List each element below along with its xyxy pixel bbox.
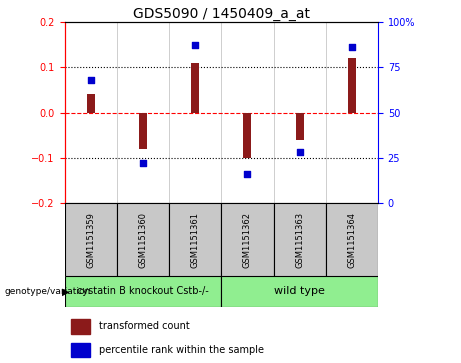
FancyBboxPatch shape: [117, 203, 169, 276]
Point: [296, 150, 303, 155]
Text: GSM1151362: GSM1151362: [243, 212, 252, 268]
Title: GDS5090 / 1450409_a_at: GDS5090 / 1450409_a_at: [133, 7, 310, 21]
Text: percentile rank within the sample: percentile rank within the sample: [99, 345, 264, 355]
Text: ▶: ▶: [62, 286, 70, 296]
Text: GSM1151360: GSM1151360: [138, 212, 148, 268]
Text: transformed count: transformed count: [99, 321, 190, 331]
FancyBboxPatch shape: [221, 276, 378, 307]
Point: [348, 44, 355, 50]
Bar: [139, 113, 147, 149]
Bar: [191, 63, 199, 113]
Text: wild type: wild type: [274, 286, 325, 296]
FancyBboxPatch shape: [65, 203, 117, 276]
Point: [244, 171, 251, 177]
FancyBboxPatch shape: [326, 203, 378, 276]
Point: [87, 77, 95, 83]
Bar: [71, 319, 89, 334]
Bar: [71, 343, 89, 357]
Text: GSM1151361: GSM1151361: [191, 212, 200, 268]
Text: GSM1151363: GSM1151363: [295, 212, 304, 268]
FancyBboxPatch shape: [169, 203, 221, 276]
Bar: [243, 113, 251, 158]
FancyBboxPatch shape: [65, 276, 221, 307]
FancyBboxPatch shape: [273, 203, 326, 276]
Point: [191, 42, 199, 48]
Text: genotype/variation: genotype/variation: [5, 287, 91, 296]
Point: [139, 160, 147, 166]
Text: GSM1151364: GSM1151364: [348, 212, 356, 268]
FancyBboxPatch shape: [221, 203, 273, 276]
Bar: [296, 113, 304, 140]
Text: cystatin B knockout Cstb-/-: cystatin B knockout Cstb-/-: [77, 286, 209, 296]
Bar: [87, 94, 95, 113]
Text: GSM1151359: GSM1151359: [86, 212, 95, 268]
Bar: [348, 58, 356, 113]
